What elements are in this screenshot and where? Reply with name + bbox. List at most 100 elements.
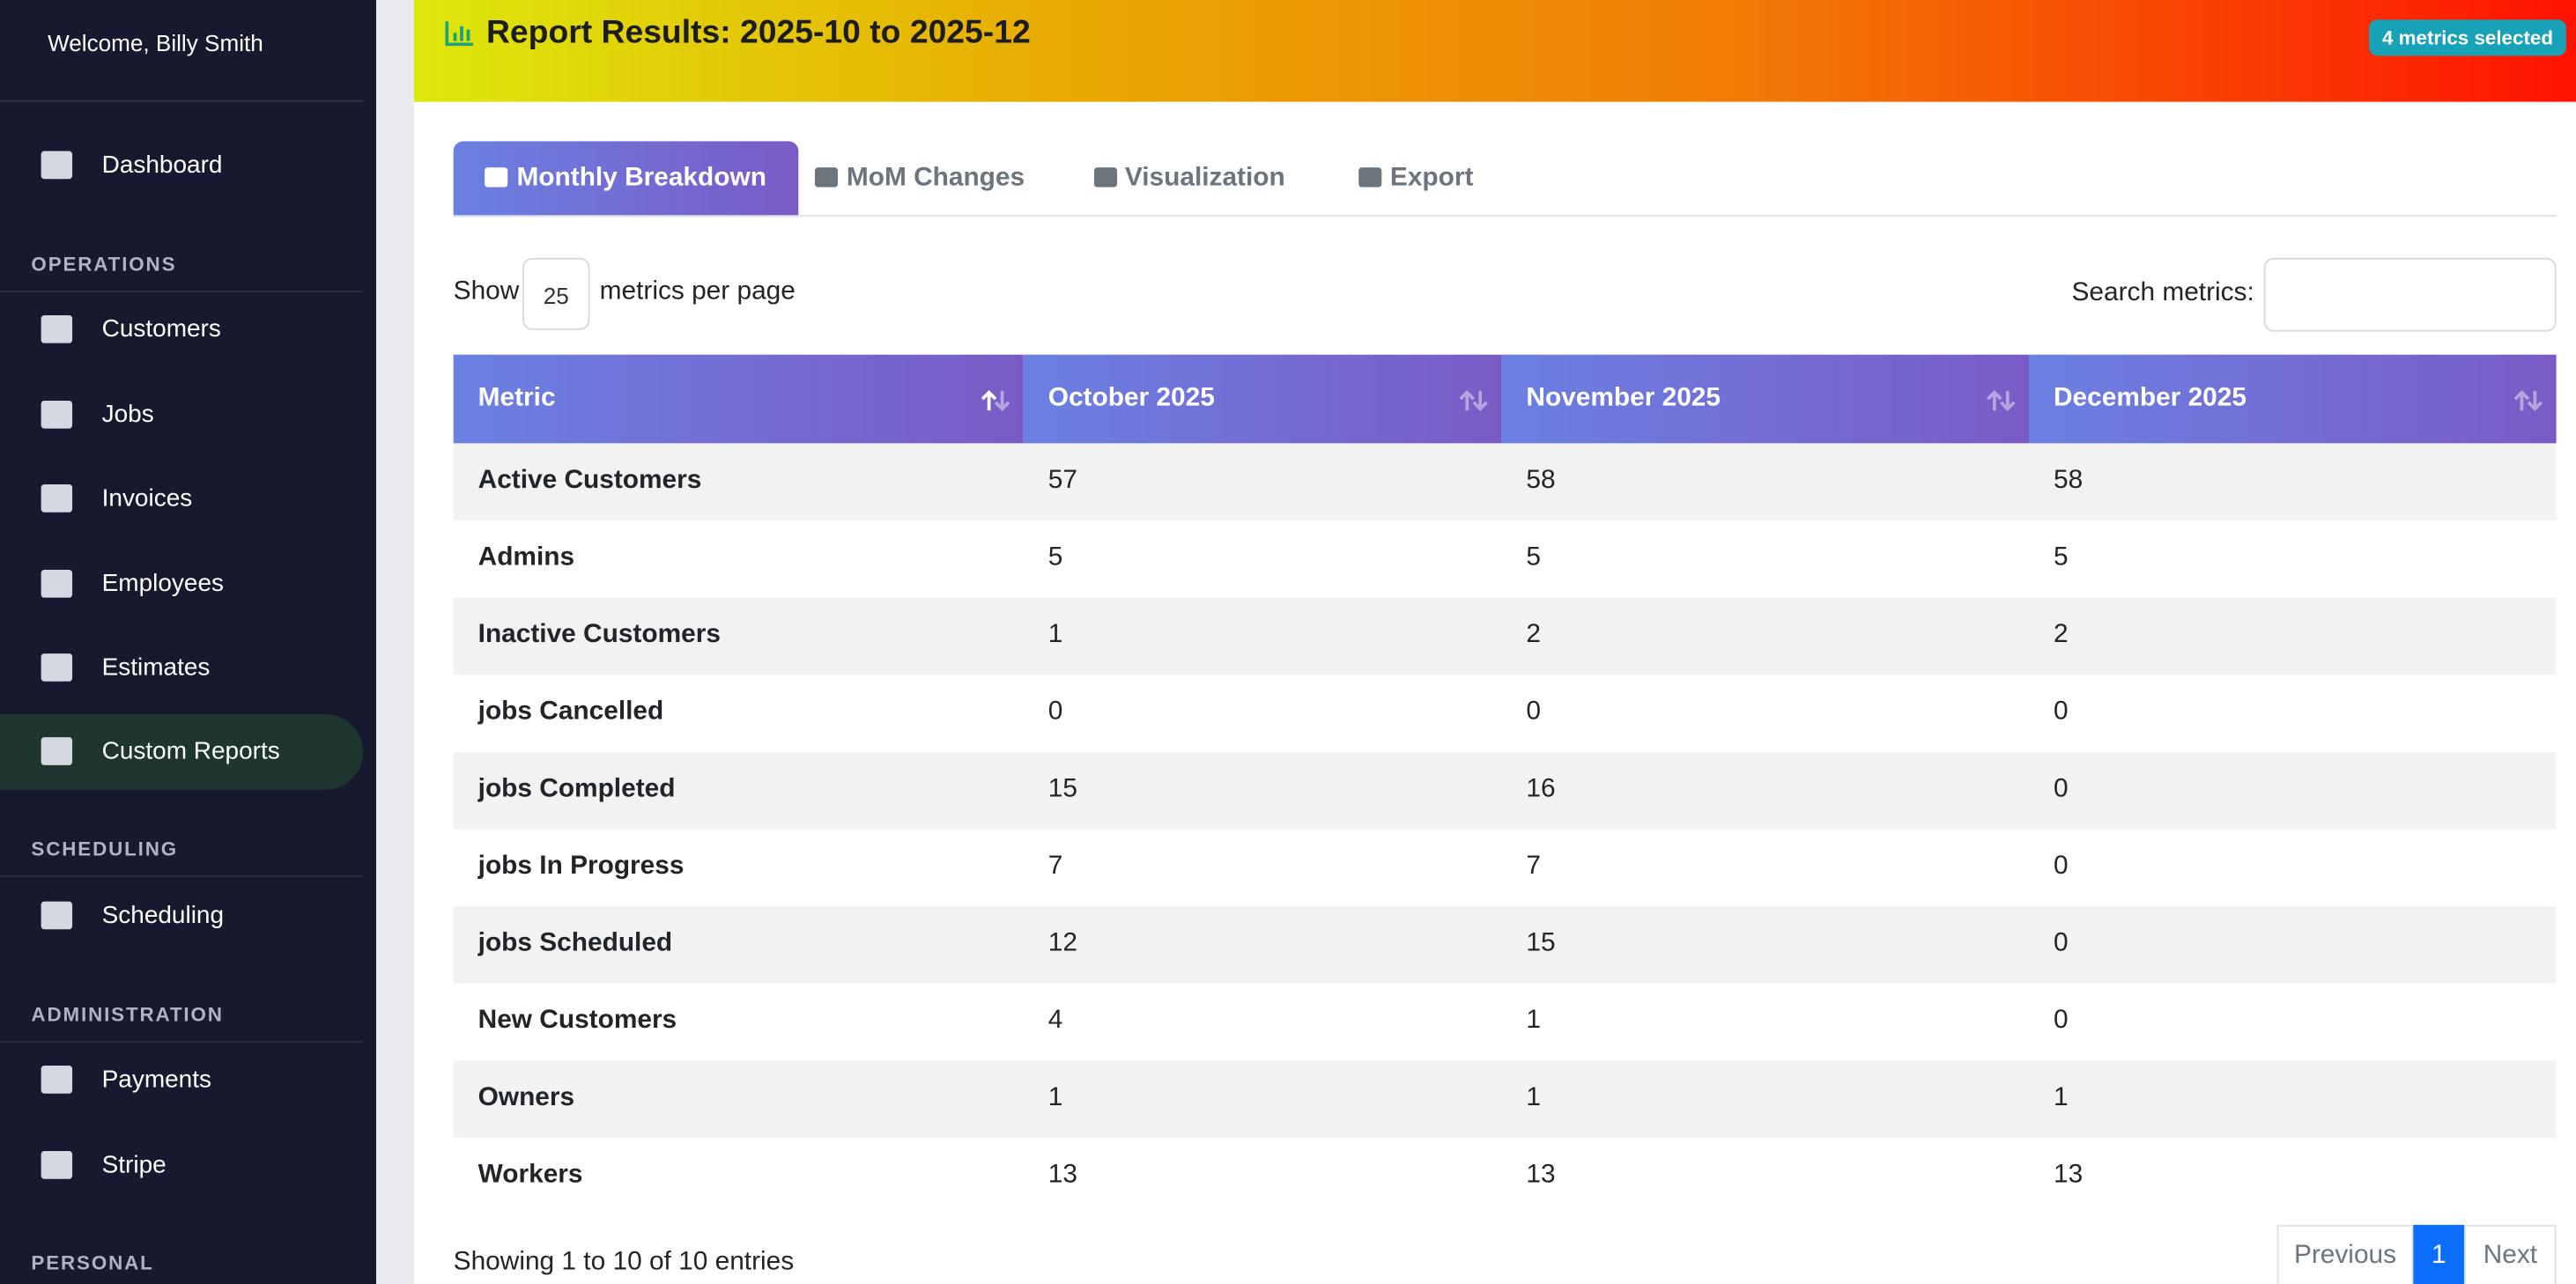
search-input[interactable] [2263,257,2557,332]
table-row: Workers 13 13 13 [453,1138,2557,1215]
divider [0,1041,364,1043]
divider [0,100,364,102]
per-page-label: metrics per page [599,277,796,306]
cell: 1 [1526,1006,1542,1035]
nav-item[interactable]: Custom Reports [101,737,280,765]
nav-icon [41,653,73,682]
sort-icon [1459,389,1488,411]
column-header[interactable]: November 2025 [1501,354,2030,444]
cell: 5 [2054,543,2069,572]
table-info: Showing 1 to 10 of 10 entries [453,1248,795,1276]
metric-name: New Customers [477,1006,677,1035]
nav-item[interactable]: Employees [101,569,224,598]
table-row: New Customers 4 1 0 [453,983,2557,1061]
cell: 58 [1526,466,1556,495]
metric-name: Inactive Customers [477,620,721,649]
cell: 13 [1526,1161,1556,1189]
nav-icon [41,314,73,343]
cell: 1 [1526,1083,1542,1112]
cell: 58 [2054,466,2084,495]
metric-name: Admins [477,543,575,572]
header-text: December 2025 [2054,384,2247,412]
cell: 5 [1047,543,1063,572]
cell: 2 [1526,620,1542,649]
nav-icon [41,1066,73,1094]
column-header[interactable]: Metric [453,354,1024,444]
cell: 57 [1047,466,1077,495]
sidebar: Welcome, Billy Smith Dashboard OPERATIONS… [0,0,377,1284]
cell: 2 [2054,620,2069,649]
cell: 1 [1047,1083,1063,1112]
nav-icon [41,484,73,513]
metric-name: jobs Cancelled [477,697,664,727]
table-row: jobs Cancelled 0 0 0 [453,675,2557,752]
column-header[interactable]: December 2025 [2029,354,2557,444]
section-label: OPERATIONS [31,253,177,277]
cell: 0 [1047,697,1063,727]
divider [0,874,364,877]
cell: 4 [1047,1006,1063,1035]
cell: 13 [1047,1161,1077,1189]
nav-icon [41,737,73,765]
metric-name: Workers [477,1161,583,1189]
column-header[interactable]: October 2025 [1023,354,1502,444]
cell: 0 [2054,697,2069,727]
metrics-badge: 4 metrics selected [2369,19,2566,56]
table-row: jobs Scheduled 12 15 0 [453,906,2557,984]
cell: 7 [1526,852,1542,881]
cell: 15 [1526,929,1556,958]
section-label: SCHEDULING [31,837,179,860]
table-row: jobs In Progress 7 7 0 [453,829,2557,907]
report-header: Report Results: 2025-10 to 2025-12 4 met… [413,0,2576,102]
tab[interactable]: Visualization [1077,141,1301,217]
nav-item[interactable]: Estimates [101,653,211,682]
metric-name: Owners [477,1083,575,1112]
table-row: Owners 1 1 1 [453,1060,2557,1139]
metric-name: jobs Completed [477,775,676,803]
cell: 0 [2054,852,2069,881]
page-button[interactable]: 1 [2413,1224,2465,1284]
metric-name: jobs Scheduled [477,929,673,958]
table-row: Admins 5 5 5 [453,520,2557,598]
nav-item[interactable]: Dashboard [101,151,223,180]
metric-name: Active Customers [477,466,702,495]
sort-icon [2513,389,2543,411]
header-text: November 2025 [1526,384,1721,412]
nav-item[interactable]: Payments [101,1066,212,1094]
page-button[interactable]: Previous [2276,1224,2414,1284]
show-label: Show [453,277,520,306]
nav-icon [41,1151,73,1179]
report-title: Report Results: 2025-10 to 2025-12 [485,14,1031,51]
cell: 13 [2054,1161,2084,1189]
cell: 0 [2054,929,2069,958]
cell: 1 [2054,1083,2069,1112]
gutter [376,0,414,1284]
tab[interactable]: MoM Changes [798,141,1041,217]
tab[interactable]: Export [1341,141,1492,217]
tab[interactable]: Monthly Breakdown [453,141,799,218]
table-row: jobs Completed 15 16 0 [453,751,2557,830]
section-label: PERSONAL [31,1251,154,1274]
page-button[interactable]: Next [2464,1224,2557,1284]
sort-icon [981,389,1010,411]
nav-item[interactable]: Customers [101,314,221,343]
divider [0,291,364,292]
header-text: Metric [477,384,556,412]
nav-item[interactable]: Stripe [101,1151,167,1179]
cell: 7 [1047,852,1063,881]
nav-item[interactable]: Invoices [101,484,193,513]
chart-icon [445,21,474,47]
tab-underline [453,215,2557,218]
nav-icon [41,151,73,180]
table-row: Active Customers 57 58 58 [453,443,2557,521]
search-label: Search metrics: [2071,278,2254,307]
nav-icon [41,400,73,429]
nav-item[interactable]: Scheduling [101,901,225,930]
cell: 1 [1047,620,1063,649]
nav-icon [41,901,73,930]
cell: 0 [2054,775,2069,803]
nav-icon [41,569,73,598]
nav-item[interactable]: Jobs [101,400,154,429]
page-size-select[interactable]: 25 [522,257,590,330]
cell: 16 [1526,775,1556,803]
